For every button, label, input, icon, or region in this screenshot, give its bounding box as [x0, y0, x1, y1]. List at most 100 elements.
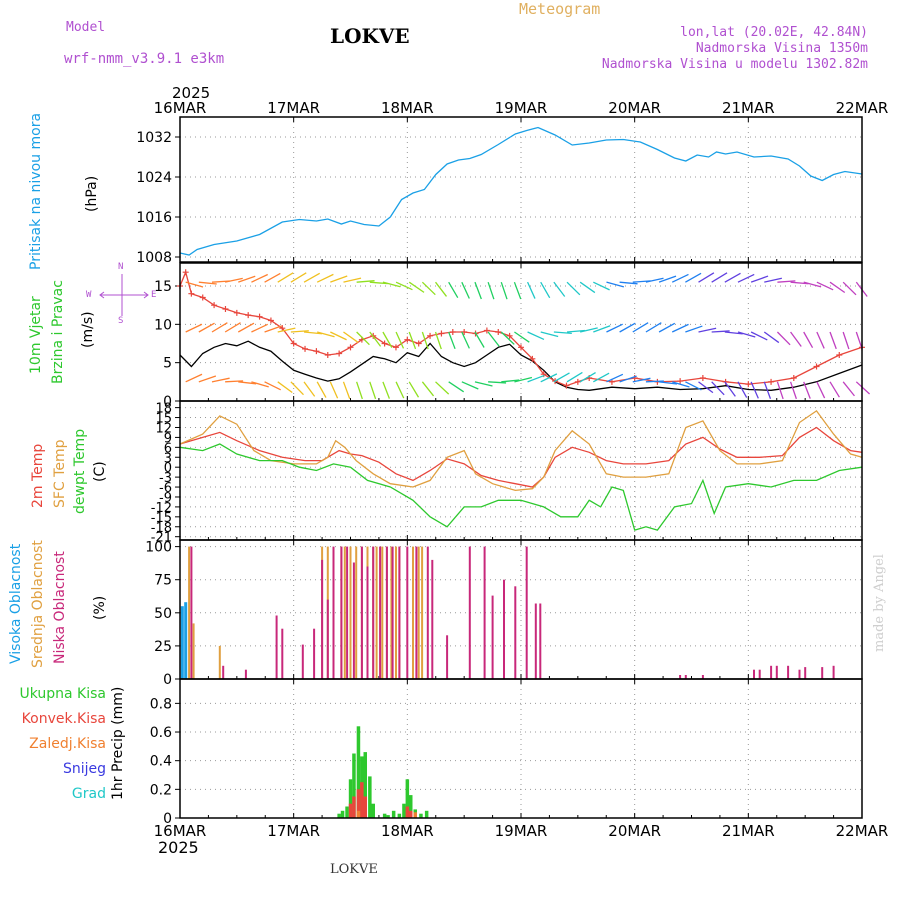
bar-niska	[244, 669, 247, 679]
gust-marker	[381, 340, 388, 347]
bar-niska	[391, 546, 394, 679]
wind-arrow	[474, 381, 493, 387]
x-tick-label-bottom: 17MAR	[267, 822, 320, 840]
wind-arrow	[645, 277, 664, 283]
wind-arrow	[448, 281, 459, 299]
gust-marker	[404, 336, 411, 343]
wind-arrow	[382, 281, 401, 288]
wind-arrow	[553, 281, 566, 297]
wind-arrow	[356, 280, 375, 283]
series-line-dewpt-temp	[179, 443, 863, 531]
y-tick-label: 9	[164, 431, 172, 446]
precip-grad-label: Grad	[71, 786, 106, 802]
bar-ukupna-kisa	[337, 813, 341, 818]
wind-arrow	[632, 280, 651, 283]
wind-arrow	[382, 331, 393, 348]
altitude-label: Nadmorska Visina 1350m	[695, 41, 868, 56]
wind-arrow	[434, 331, 442, 350]
wind-arrow	[435, 281, 448, 297]
bar-srednja	[343, 546, 346, 679]
bar-konvek-kisa	[360, 782, 364, 818]
x-tick-label-top: 18MAR	[381, 99, 434, 117]
bar-ukupna-kisa	[424, 810, 429, 818]
wind-arrow	[842, 381, 855, 397]
wind-arrow	[645, 322, 662, 333]
bar-niska	[775, 665, 778, 679]
wind-arrow	[855, 381, 871, 395]
y-tick-label: -3	[159, 471, 172, 486]
wind-arrow	[487, 281, 495, 300]
panel-frame	[179, 116, 863, 263]
wind-arrow	[277, 327, 296, 333]
bar-niska	[821, 667, 824, 679]
wind-arrow	[514, 376, 533, 383]
wind-arrow	[277, 381, 293, 394]
wind-arrow	[461, 381, 479, 390]
x-tick-label-bottom: 19MAR	[495, 822, 548, 840]
wind-arrow	[606, 323, 623, 333]
wind-arrow	[237, 322, 255, 333]
wind-arrow	[566, 371, 583, 383]
model-name: wrf-nmm_v3.9.1 e3km	[64, 51, 225, 67]
bar-srednja	[390, 546, 393, 679]
wind-arrow	[527, 331, 545, 341]
gust-marker	[768, 378, 775, 385]
bar-niska	[313, 628, 316, 679]
gust-marker	[495, 329, 502, 335]
wind-arrow	[803, 331, 814, 348]
wind-arrow	[789, 381, 798, 400]
bar-niska	[340, 546, 343, 679]
bar-ukupna-kisa	[340, 810, 345, 818]
wind-arrow	[711, 381, 725, 396]
precip-frozen-label: Zaledj.Kisa	[29, 736, 106, 752]
wind-arrow	[658, 381, 678, 385]
wind-arrow	[303, 331, 323, 335]
gust-marker	[813, 363, 820, 370]
bar-niska	[770, 665, 773, 679]
bar-ukupna-kisa	[382, 813, 387, 818]
bar-niska	[275, 615, 278, 679]
model-altitude-label: Nadmorska Visina u modelu 1302.82m	[601, 57, 868, 72]
bar-niska	[701, 675, 704, 679]
y-tick-label: -21	[151, 531, 172, 546]
bar-niska	[426, 546, 429, 679]
bar-konvek-kisa	[356, 789, 361, 818]
y-tick-label: 100	[145, 540, 172, 556]
wind-arrow	[185, 281, 204, 288]
y-tick-label: -9	[159, 491, 172, 506]
y-tick-label: 1024	[136, 170, 172, 186]
bar-niska	[326, 599, 329, 679]
gust-marker	[563, 382, 570, 389]
y-tick-label: 1016	[136, 210, 172, 226]
x-tick-label-bottom: 16MAR	[154, 822, 207, 840]
y-tick-label: 18	[155, 402, 172, 417]
wind-arrow	[540, 281, 551, 299]
bar-srednja	[218, 645, 221, 679]
series-line-sfc-temp	[179, 410, 863, 492]
wind-arrow	[724, 381, 736, 397]
wind-arrow	[277, 272, 294, 283]
wind-arrow	[540, 331, 559, 338]
wind-arrow	[816, 281, 834, 291]
wind-arrow	[330, 275, 348, 283]
series-line-speed	[179, 340, 863, 391]
bar-niska	[398, 546, 401, 679]
wind-arrow	[698, 272, 715, 283]
y-tick-label: 5	[163, 356, 172, 372]
gust-marker	[222, 306, 229, 312]
bar-niska	[679, 675, 682, 679]
bar-ukupna-kisa	[371, 803, 375, 818]
panel-frame	[179, 678, 863, 819]
gust-marker	[449, 329, 456, 335]
y-tick-label: 0	[163, 811, 172, 827]
bar-niska	[379, 546, 382, 679]
bar-konvek-kisa	[405, 806, 410, 818]
gust-marker	[529, 355, 536, 362]
precip-conv-label: Konvek.Kisa	[21, 711, 106, 727]
wind-arrow	[290, 272, 307, 283]
bar-niska	[372, 546, 375, 679]
bar-niska	[525, 546, 528, 679]
wind-arrow	[790, 281, 809, 285]
gust-marker	[267, 317, 274, 324]
wind-arrow	[645, 380, 664, 383]
